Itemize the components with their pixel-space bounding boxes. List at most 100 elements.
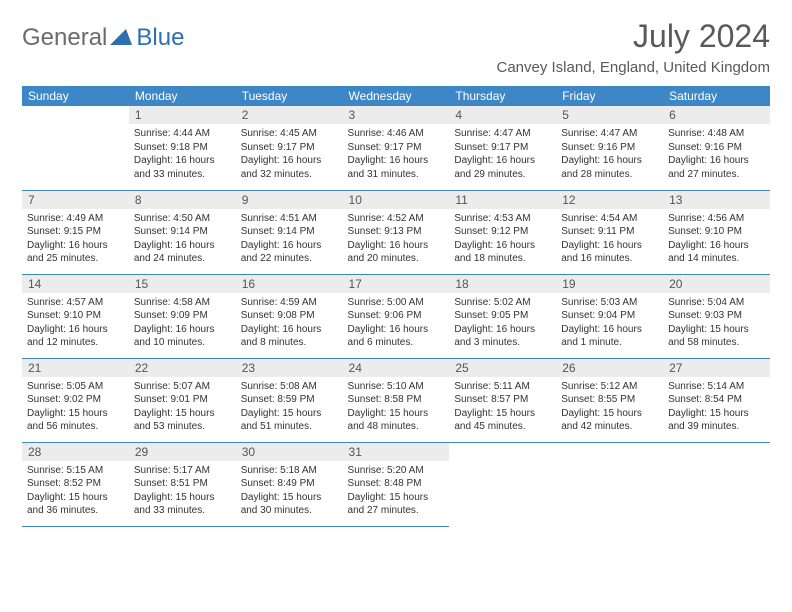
day-number: 24 xyxy=(343,359,450,377)
calendar-day-cell: 18Sunrise: 5:02 AMSunset: 9:05 PMDayligh… xyxy=(449,274,556,358)
day-number: 9 xyxy=(236,191,343,209)
calendar-day-cell: 29Sunrise: 5:17 AMSunset: 8:51 PMDayligh… xyxy=(129,442,236,526)
header: General Blue July 2024 Canvey Island, En… xyxy=(22,18,770,76)
calendar-day-cell: 31Sunrise: 5:20 AMSunset: 8:48 PMDayligh… xyxy=(343,442,450,526)
day-number: 11 xyxy=(449,191,556,209)
day-number: 8 xyxy=(129,191,236,209)
sunset-line: Sunset: 9:13 PM xyxy=(348,225,445,239)
calendar-week-row: 28Sunrise: 5:15 AMSunset: 8:52 PMDayligh… xyxy=(22,442,770,526)
calendar-day-cell: 28Sunrise: 5:15 AMSunset: 8:52 PMDayligh… xyxy=(22,442,129,526)
sunrise-line: Sunrise: 4:57 AM xyxy=(27,296,124,310)
day-detail: Sunrise: 5:15 AMSunset: 8:52 PMDaylight:… xyxy=(22,461,129,524)
calendar-day-cell: 5Sunrise: 4:47 AMSunset: 9:16 PMDaylight… xyxy=(556,106,663,190)
daylight-line: Daylight: 15 hours and 48 minutes. xyxy=(348,407,445,434)
sunset-line: Sunset: 8:58 PM xyxy=(348,393,445,407)
day-detail: Sunrise: 5:12 AMSunset: 8:55 PMDaylight:… xyxy=(556,377,663,440)
calendar-header-row: SundayMondayTuesdayWednesdayThursdayFrid… xyxy=(22,86,770,106)
calendar-body: 1Sunrise: 4:44 AMSunset: 9:18 PMDaylight… xyxy=(22,106,770,526)
sunrise-line: Sunrise: 5:07 AM xyxy=(134,380,231,394)
sunset-line: Sunset: 9:17 PM xyxy=(348,141,445,155)
day-detail: Sunrise: 5:03 AMSunset: 9:04 PMDaylight:… xyxy=(556,293,663,356)
calendar-day-cell: 10Sunrise: 4:52 AMSunset: 9:13 PMDayligh… xyxy=(343,190,450,274)
calendar-week-row: 14Sunrise: 4:57 AMSunset: 9:10 PMDayligh… xyxy=(22,274,770,358)
day-number: 12 xyxy=(556,191,663,209)
daylight-line: Daylight: 16 hours and 8 minutes. xyxy=(241,323,338,350)
daylight-line: Daylight: 15 hours and 30 minutes. xyxy=(241,491,338,518)
day-detail: Sunrise: 5:07 AMSunset: 9:01 PMDaylight:… xyxy=(129,377,236,440)
day-number: 14 xyxy=(22,275,129,293)
sunset-line: Sunset: 9:17 PM xyxy=(241,141,338,155)
day-number: 20 xyxy=(663,275,770,293)
sunrise-line: Sunrise: 4:51 AM xyxy=(241,212,338,226)
sunrise-line: Sunrise: 4:53 AM xyxy=(454,212,551,226)
sunset-line: Sunset: 9:17 PM xyxy=(454,141,551,155)
sunset-line: Sunset: 9:10 PM xyxy=(668,225,765,239)
calendar-day-cell: 21Sunrise: 5:05 AMSunset: 9:02 PMDayligh… xyxy=(22,358,129,442)
day-number: 25 xyxy=(449,359,556,377)
sunset-line: Sunset: 8:55 PM xyxy=(561,393,658,407)
daylight-line: Daylight: 16 hours and 32 minutes. xyxy=(241,154,338,181)
month-title: July 2024 xyxy=(496,18,770,55)
day-number: 4 xyxy=(449,106,556,124)
day-detail: Sunrise: 5:04 AMSunset: 9:03 PMDaylight:… xyxy=(663,293,770,356)
daylight-line: Daylight: 16 hours and 16 minutes. xyxy=(561,239,658,266)
day-number: 7 xyxy=(22,191,129,209)
day-detail: Sunrise: 4:46 AMSunset: 9:17 PMDaylight:… xyxy=(343,124,450,187)
day-detail: Sunrise: 4:56 AMSunset: 9:10 PMDaylight:… xyxy=(663,209,770,272)
calendar-day-cell: 13Sunrise: 4:56 AMSunset: 9:10 PMDayligh… xyxy=(663,190,770,274)
day-detail: Sunrise: 5:11 AMSunset: 8:57 PMDaylight:… xyxy=(449,377,556,440)
sunrise-line: Sunrise: 5:03 AM xyxy=(561,296,658,310)
weekday-header: Tuesday xyxy=(236,86,343,106)
sunset-line: Sunset: 9:05 PM xyxy=(454,309,551,323)
sunrise-line: Sunrise: 5:20 AM xyxy=(348,464,445,478)
daylight-line: Daylight: 15 hours and 36 minutes. xyxy=(27,491,124,518)
sunrise-line: Sunrise: 5:00 AM xyxy=(348,296,445,310)
calendar-empty-cell xyxy=(449,442,556,526)
logo-text-blue: Blue xyxy=(136,24,184,52)
daylight-line: Daylight: 16 hours and 24 minutes. xyxy=(134,239,231,266)
sunrise-line: Sunrise: 4:59 AM xyxy=(241,296,338,310)
calendar-week-row: 1Sunrise: 4:44 AMSunset: 9:18 PMDaylight… xyxy=(22,106,770,190)
day-number: 27 xyxy=(663,359,770,377)
day-number: 19 xyxy=(556,275,663,293)
day-number: 5 xyxy=(556,106,663,124)
sunrise-line: Sunrise: 5:08 AM xyxy=(241,380,338,394)
day-detail: Sunrise: 5:05 AMSunset: 9:02 PMDaylight:… xyxy=(22,377,129,440)
day-detail: Sunrise: 5:08 AMSunset: 8:59 PMDaylight:… xyxy=(236,377,343,440)
day-detail: Sunrise: 5:00 AMSunset: 9:06 PMDaylight:… xyxy=(343,293,450,356)
daylight-line: Daylight: 16 hours and 18 minutes. xyxy=(454,239,551,266)
calendar-day-cell: 6Sunrise: 4:48 AMSunset: 9:16 PMDaylight… xyxy=(663,106,770,190)
sunset-line: Sunset: 9:04 PM xyxy=(561,309,658,323)
sunset-line: Sunset: 9:11 PM xyxy=(561,225,658,239)
day-detail: Sunrise: 5:14 AMSunset: 8:54 PMDaylight:… xyxy=(663,377,770,440)
daylight-line: Daylight: 16 hours and 3 minutes. xyxy=(454,323,551,350)
day-detail: Sunrise: 4:44 AMSunset: 9:18 PMDaylight:… xyxy=(129,124,236,187)
day-number: 31 xyxy=(343,443,450,461)
day-number: 13 xyxy=(663,191,770,209)
day-number: 29 xyxy=(129,443,236,461)
sunset-line: Sunset: 9:03 PM xyxy=(668,309,765,323)
day-detail: Sunrise: 4:53 AMSunset: 9:12 PMDaylight:… xyxy=(449,209,556,272)
day-detail: Sunrise: 4:47 AMSunset: 9:16 PMDaylight:… xyxy=(556,124,663,187)
calendar-day-cell: 16Sunrise: 4:59 AMSunset: 9:08 PMDayligh… xyxy=(236,274,343,358)
sunrise-line: Sunrise: 4:47 AM xyxy=(561,127,658,141)
day-number: 28 xyxy=(22,443,129,461)
calendar-empty-cell xyxy=(22,106,129,190)
calendar-day-cell: 14Sunrise: 4:57 AMSunset: 9:10 PMDayligh… xyxy=(22,274,129,358)
daylight-line: Daylight: 15 hours and 58 minutes. xyxy=(668,323,765,350)
day-detail: Sunrise: 4:51 AMSunset: 9:14 PMDaylight:… xyxy=(236,209,343,272)
sunset-line: Sunset: 8:49 PM xyxy=(241,477,338,491)
calendar-week-row: 21Sunrise: 5:05 AMSunset: 9:02 PMDayligh… xyxy=(22,358,770,442)
sunrise-line: Sunrise: 4:50 AM xyxy=(134,212,231,226)
sunrise-line: Sunrise: 4:48 AM xyxy=(668,127,765,141)
day-number: 26 xyxy=(556,359,663,377)
calendar-day-cell: 12Sunrise: 4:54 AMSunset: 9:11 PMDayligh… xyxy=(556,190,663,274)
calendar-day-cell: 20Sunrise: 5:04 AMSunset: 9:03 PMDayligh… xyxy=(663,274,770,358)
calendar-day-cell: 24Sunrise: 5:10 AMSunset: 8:58 PMDayligh… xyxy=(343,358,450,442)
location-text: Canvey Island, England, United Kingdom xyxy=(496,59,770,76)
daylight-line: Daylight: 16 hours and 33 minutes. xyxy=(134,154,231,181)
daylight-line: Daylight: 16 hours and 31 minutes. xyxy=(348,154,445,181)
title-block: July 2024 Canvey Island, England, United… xyxy=(496,18,770,76)
sunrise-line: Sunrise: 5:17 AM xyxy=(134,464,231,478)
calendar-day-cell: 19Sunrise: 5:03 AMSunset: 9:04 PMDayligh… xyxy=(556,274,663,358)
